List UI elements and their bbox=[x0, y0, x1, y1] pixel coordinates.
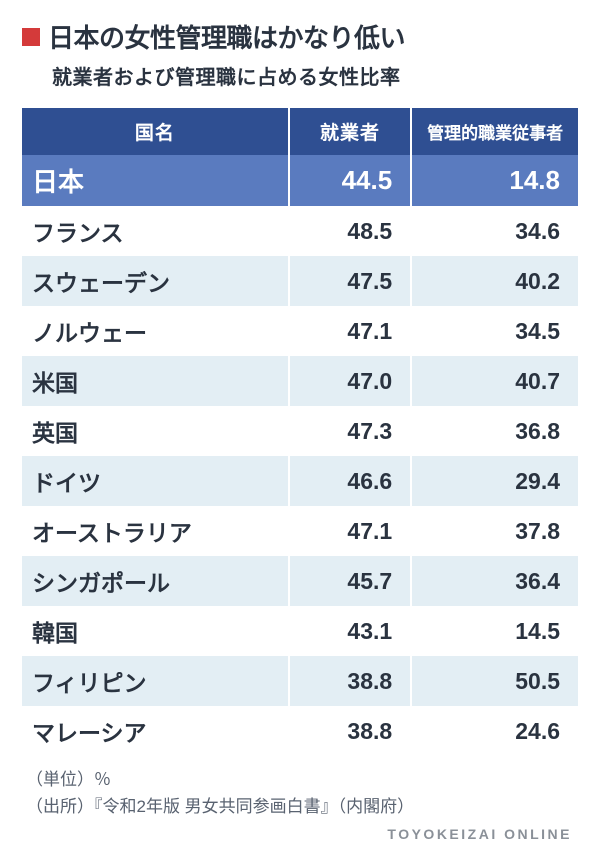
cell-managers: 37.8 bbox=[411, 506, 578, 556]
cell-country: シンガポール bbox=[22, 556, 289, 606]
cell-workers: 43.1 bbox=[289, 606, 411, 656]
cell-workers: 47.3 bbox=[289, 406, 411, 456]
data-table: 国名 就業者 管理的職業従事者 日本44.514.8フランス48.534.6スウ… bbox=[22, 108, 578, 756]
cell-country: 英国 bbox=[22, 406, 289, 456]
cell-managers: 50.5 bbox=[411, 656, 578, 706]
cell-workers: 47.1 bbox=[289, 306, 411, 356]
col-country: 国名 bbox=[22, 108, 289, 155]
cell-country: フランス bbox=[22, 206, 289, 256]
cell-workers: 38.8 bbox=[289, 656, 411, 706]
table-header-row: 国名 就業者 管理的職業従事者 bbox=[22, 108, 578, 155]
unit-note: （単位）％ bbox=[26, 766, 578, 793]
cell-country: マレーシア bbox=[22, 706, 289, 756]
col-managers: 管理的職業従事者 bbox=[411, 108, 578, 155]
cell-workers: 46.6 bbox=[289, 456, 411, 506]
table-row: オーストラリア47.137.8 bbox=[22, 506, 578, 556]
page-subtitle: 就業者および管理職に占める女性比率 bbox=[52, 61, 578, 90]
cell-workers: 44.5 bbox=[289, 155, 411, 206]
table-row: 英国47.336.8 bbox=[22, 406, 578, 456]
cell-country: ドイツ bbox=[22, 456, 289, 506]
table-row: 米国47.040.7 bbox=[22, 356, 578, 406]
table-row: 日本44.514.8 bbox=[22, 155, 578, 206]
cell-managers: 40.7 bbox=[411, 356, 578, 406]
title-row: 日本の女性管理職はかなり低い bbox=[22, 18, 578, 55]
cell-country: ノルウェー bbox=[22, 306, 289, 356]
footnotes: （単位）％ （出所）『令和2年版 男女共同参画白書』（内閣府） bbox=[22, 766, 578, 820]
cell-managers: 24.6 bbox=[411, 706, 578, 756]
table-row: マレーシア38.824.6 bbox=[22, 706, 578, 756]
col-workers: 就業者 bbox=[289, 108, 411, 155]
cell-managers: 36.4 bbox=[411, 556, 578, 606]
cell-managers: 36.8 bbox=[411, 406, 578, 456]
source-note: （出所）『令和2年版 男女共同参画白書』（内閣府） bbox=[26, 793, 578, 820]
table-row: シンガポール45.736.4 bbox=[22, 556, 578, 606]
table-row: スウェーデン47.540.2 bbox=[22, 256, 578, 306]
cell-country: スウェーデン bbox=[22, 256, 289, 306]
cell-managers: 40.2 bbox=[411, 256, 578, 306]
cell-workers: 38.8 bbox=[289, 706, 411, 756]
table-row: フィリピン38.850.5 bbox=[22, 656, 578, 706]
cell-country: フィリピン bbox=[22, 656, 289, 706]
cell-workers: 47.1 bbox=[289, 506, 411, 556]
infographic-container: 日本の女性管理職はかなり低い 就業者および管理職に占める女性比率 国名 就業者 … bbox=[0, 0, 600, 842]
brand-label: TOYOKEIZAI ONLINE bbox=[22, 826, 578, 842]
cell-country: 日本 bbox=[22, 155, 289, 206]
cell-country: 韓国 bbox=[22, 606, 289, 656]
cell-country: 米国 bbox=[22, 356, 289, 406]
cell-workers: 47.0 bbox=[289, 356, 411, 406]
table-body: 日本44.514.8フランス48.534.6スウェーデン47.540.2ノルウェ… bbox=[22, 155, 578, 756]
cell-managers: 29.4 bbox=[411, 456, 578, 506]
table-row: 韓国43.114.5 bbox=[22, 606, 578, 656]
cell-workers: 48.5 bbox=[289, 206, 411, 256]
title-marker-icon bbox=[22, 28, 40, 46]
cell-workers: 45.7 bbox=[289, 556, 411, 606]
cell-workers: 47.5 bbox=[289, 256, 411, 306]
cell-managers: 34.5 bbox=[411, 306, 578, 356]
cell-managers: 14.5 bbox=[411, 606, 578, 656]
table-row: ノルウェー47.134.5 bbox=[22, 306, 578, 356]
cell-country: オーストラリア bbox=[22, 506, 289, 556]
table-row: ドイツ46.629.4 bbox=[22, 456, 578, 506]
page-title: 日本の女性管理職はかなり低い bbox=[48, 18, 405, 55]
table-row: フランス48.534.6 bbox=[22, 206, 578, 256]
cell-managers: 34.6 bbox=[411, 206, 578, 256]
cell-managers: 14.8 bbox=[411, 155, 578, 206]
